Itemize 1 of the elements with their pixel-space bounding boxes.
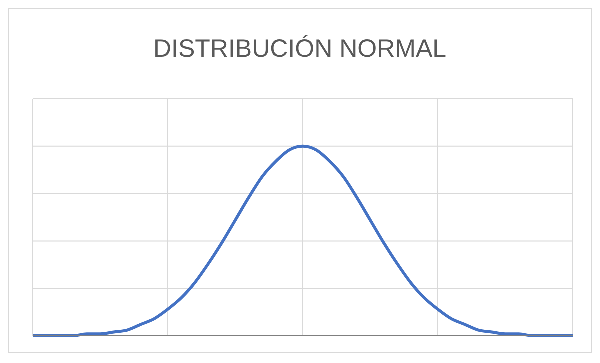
- chart-title: DISTRIBUCIÓN NORMAL: [152, 34, 448, 65]
